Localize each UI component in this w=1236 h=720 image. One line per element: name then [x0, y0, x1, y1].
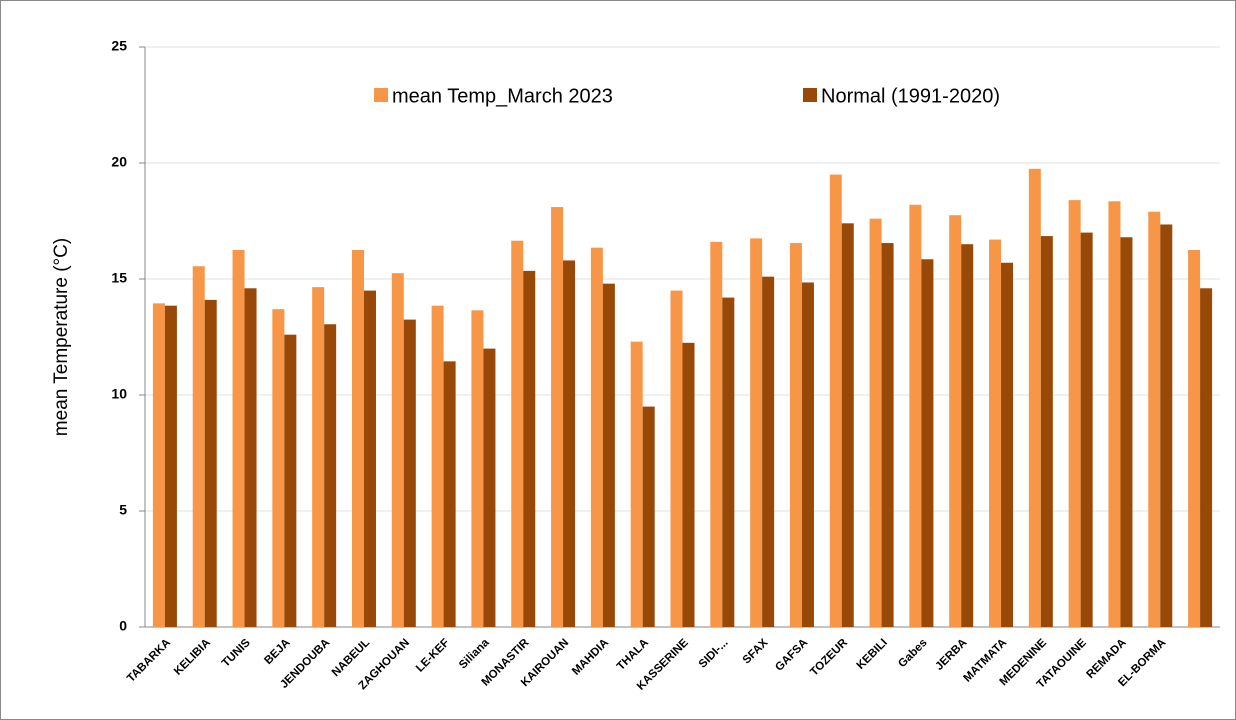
bar: [989, 239, 1002, 627]
bar: [204, 299, 217, 627]
bar: [1200, 288, 1213, 627]
bar: [722, 297, 735, 627]
bar: [551, 207, 564, 627]
bar: [921, 259, 934, 627]
bar: [523, 270, 536, 627]
bar: [710, 241, 723, 627]
bar: [801, 282, 814, 627]
bar: [829, 174, 842, 627]
bar: [789, 243, 802, 628]
bar: [324, 324, 337, 627]
bar: [403, 319, 416, 627]
bar: [232, 250, 245, 627]
bar: [841, 223, 854, 627]
bar: [511, 240, 524, 627]
bar: [642, 406, 655, 627]
bar: [351, 250, 364, 627]
bar: [1120, 237, 1133, 628]
bar: [1001, 262, 1014, 627]
bar: [164, 305, 177, 627]
legend-label: mean Temp_March 2023: [392, 85, 613, 107]
y-tick-label: 20: [111, 154, 127, 170]
bar: [1160, 224, 1173, 628]
y-tick-label: 10: [111, 386, 127, 402]
bar: [563, 260, 576, 627]
bar: [682, 342, 695, 627]
bar: [312, 287, 325, 627]
bar: [443, 361, 456, 627]
bar: [909, 204, 922, 627]
bar: [949, 215, 962, 627]
bar: [284, 334, 297, 627]
legend-label: Normal (1991-2020): [821, 85, 1000, 107]
bar: [670, 290, 683, 627]
bar: [272, 309, 285, 627]
y-tick-label: 5: [119, 502, 127, 518]
legend-swatch: [374, 88, 388, 102]
bar: [152, 303, 165, 627]
bar: [1028, 168, 1041, 628]
bar: [192, 266, 205, 627]
bar: [431, 305, 444, 627]
bar: [869, 218, 882, 627]
bar: [1148, 211, 1161, 627]
bar: [244, 288, 257, 627]
bar: [363, 290, 376, 627]
legend-swatch: [803, 88, 817, 102]
bar: [750, 238, 763, 627]
bar: [590, 247, 603, 627]
y-tick-label: 25: [111, 38, 127, 54]
y-axis-label: mean Temperature (°C): [51, 238, 72, 436]
bar: [1108, 201, 1121, 627]
bar: [1040, 236, 1053, 627]
bar: [1068, 200, 1081, 627]
bar: [961, 244, 974, 627]
bar: [1188, 250, 1201, 627]
bar: [483, 348, 496, 627]
bar: [630, 341, 643, 627]
bar: [602, 283, 615, 627]
y-tick-label: 15: [111, 270, 127, 286]
bar: [762, 276, 775, 627]
bar: [881, 243, 894, 628]
bar: [471, 310, 484, 627]
bar: [391, 273, 404, 627]
y-tick-label: 0: [119, 618, 127, 634]
bar: [1080, 232, 1093, 627]
